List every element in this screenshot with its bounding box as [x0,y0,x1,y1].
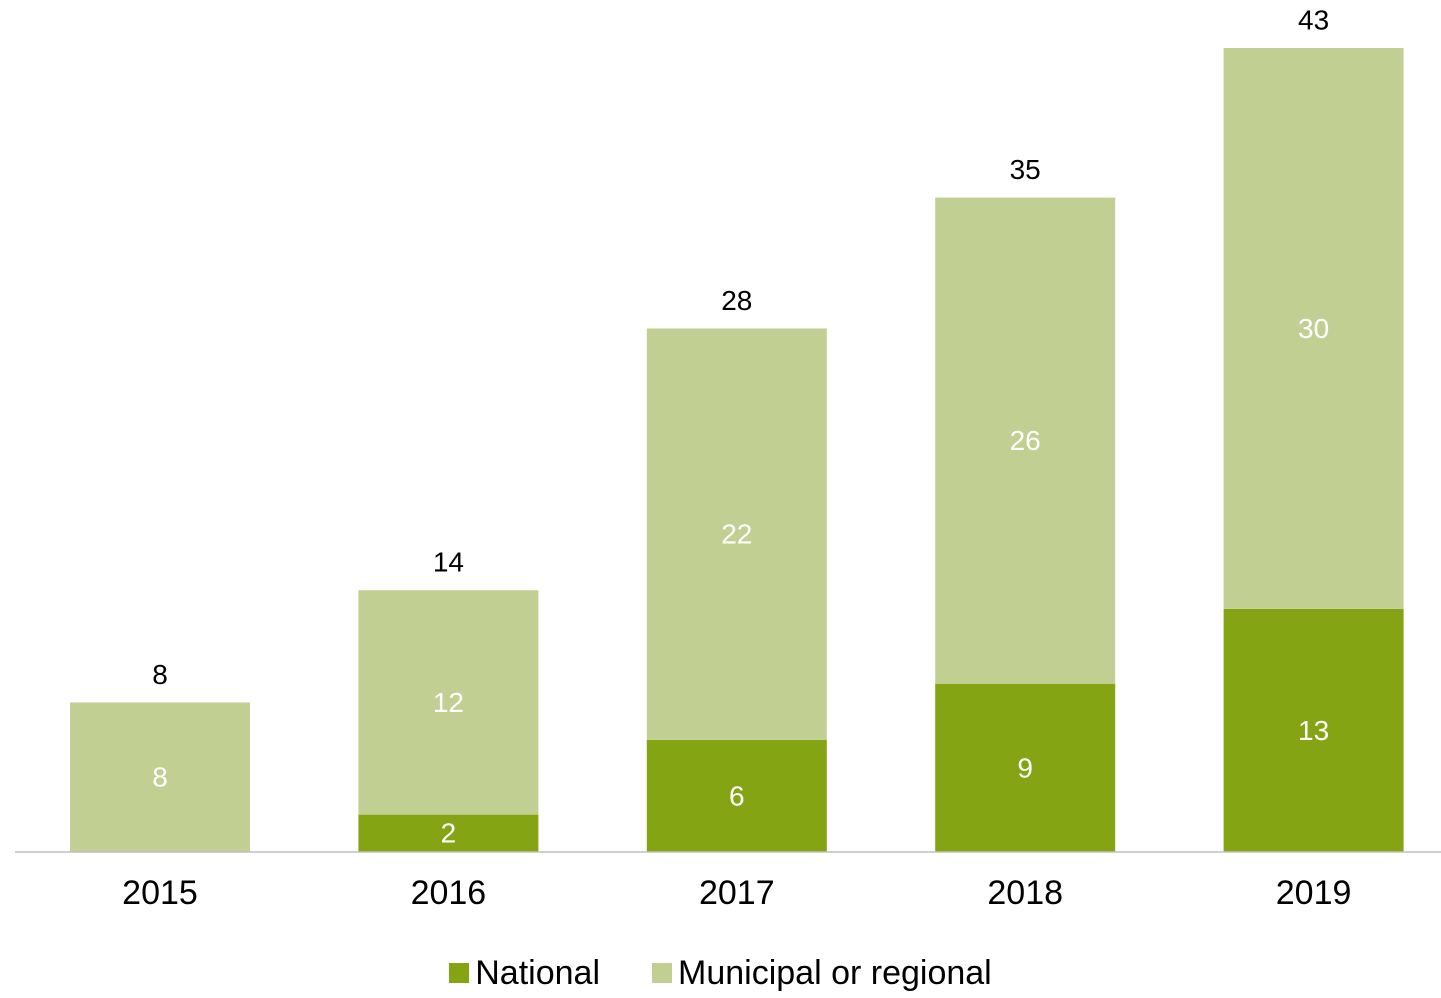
bar-national-2016 [358,814,539,852]
total-label-2019: 43 [1298,4,1329,35]
data-label-national-2018: 9 [1017,752,1033,783]
data-label-national-2016: 2 [441,818,457,849]
total-label-2015: 8 [152,659,168,690]
legend-label-municipal-or-regional: Municipal or regional [678,953,992,992]
legend-label-national: National [475,953,600,992]
x-tick-label-2015: 2015 [122,874,198,912]
x-tick-labels: 2015 2016 2017 2018 2019 [122,874,1351,912]
bar-municipal-or-regional-2018 [935,197,1116,684]
total-label-2016: 14 [433,547,464,578]
total-label-2017: 28 [721,285,752,316]
data-label-national-2019: 13 [1298,715,1329,746]
legend-item-municipal-or-regional: Municipal or regional [652,954,992,993]
total-label-2018: 35 [1010,154,1041,185]
labels-layer: 8 8 2 12 14 6 22 28 9 26 35 13 30 43 [152,4,1329,848]
chart-plot: 8 8 2 12 14 6 22 28 9 26 35 13 30 43 2015 2016 2017 2018… [15,4,1441,912]
x-tick-label-2017: 2017 [699,874,775,912]
data-label-municipal-or-regional-2015: 8 [152,762,168,793]
x-tick-label-2016: 2016 [411,874,487,912]
legend-swatch-national [449,963,470,983]
bar-national-2019 [1223,608,1404,852]
bars-layer [70,48,1404,852]
data-label-municipal-or-regional-2018: 26 [1010,425,1041,456]
bar-municipal-or-regional-2017 [646,328,827,740]
bar-municipal-or-regional-2019 [1223,48,1404,609]
legend-item-national: National [449,954,600,993]
bar-national-2017 [646,739,827,852]
x-tick-label-2019: 2019 [1276,874,1352,912]
data-label-national-2017: 6 [729,780,745,811]
data-label-municipal-or-regional-2016: 12 [433,687,464,718]
bar-municipal-or-regional-2015 [70,702,250,852]
bar-national-2018 [935,683,1116,852]
legend: National Municipal or regional [0,948,1441,998]
legend-swatch-municipal-or-regional [652,963,672,983]
data-label-municipal-or-regional-2019: 30 [1298,313,1329,344]
bar-municipal-or-regional-2016 [358,590,539,815]
x-tick-label-2018: 2018 [987,874,1063,912]
data-label-municipal-or-regional-2017: 22 [721,519,752,550]
